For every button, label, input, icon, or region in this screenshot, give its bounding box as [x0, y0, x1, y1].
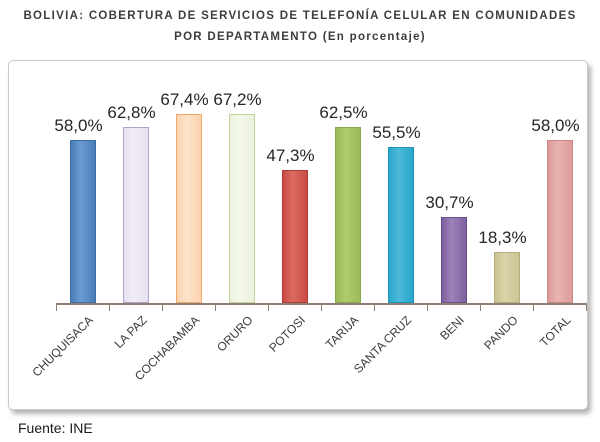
value-label-beni: 30,7%	[425, 193, 474, 212]
x-axis-tick	[215, 303, 216, 311]
category-label-chuquisaca: CHUQUISACA	[29, 313, 97, 380]
x-axis-tick	[56, 303, 57, 311]
value-label-potosi: 47,3%	[266, 146, 315, 165]
value-label-oruro: 67,2%	[213, 90, 262, 109]
category-label-oruro: ORURO	[213, 313, 256, 355]
x-axis-tick	[374, 303, 375, 311]
source-note: Fuente: INE	[18, 420, 93, 436]
value-label-tarija: 62,5%	[319, 103, 368, 122]
category-label-tarija: TARIJA	[322, 313, 362, 352]
category-label-beni: BENI	[437, 313, 468, 343]
chart-title-line2: POR DEPARTAMENTO (En porcentaje)	[174, 31, 426, 43]
chart-frame: 58,0% CHUQUISACA 62,8% LA PAZ 67,4% COCHABAMB…	[8, 60, 588, 410]
x-axis-tick	[109, 303, 110, 311]
bar-pando	[493, 252, 520, 303]
plot-area: 58,0% CHUQUISACA 62,8% LA PAZ 67,4% COCHABAMB…	[9, 61, 587, 409]
x-axis-tick	[480, 303, 481, 311]
value-label-santa-cruz: 55,5%	[372, 123, 421, 142]
bar-beni	[440, 217, 467, 303]
bar-la-paz	[122, 127, 149, 303]
category-label-potosi: POTOSI	[266, 313, 309, 355]
x-axis-tick	[321, 303, 322, 311]
value-label-pando: 18,3%	[478, 228, 527, 247]
bar-oruro	[228, 114, 255, 303]
x-axis-tick	[268, 303, 269, 311]
value-label-chuquisaca: 58,0%	[54, 116, 103, 135]
bar-cochabamba	[175, 114, 202, 303]
bar-total	[546, 140, 573, 303]
x-axis-tick	[162, 303, 163, 311]
x-axis-tick	[586, 303, 587, 311]
chart-title-line1: BOLIVIA: COBERTURA DE SERVICIOS DE TELEF…	[23, 10, 577, 22]
category-label-pando: PANDO	[480, 313, 521, 353]
value-label-total: 58,0%	[531, 116, 580, 135]
bar-chuquisaca	[69, 140, 96, 303]
category-label-la-paz: LA PAZ	[111, 313, 150, 352]
category-label-total: TOTAL	[536, 313, 574, 350]
bar-tarija	[334, 127, 361, 303]
x-axis-tick	[533, 303, 534, 311]
x-axis-tick	[427, 303, 428, 311]
chart-title: BOLIVIA: COBERTURA DE SERVICIOS DE TELEF…	[0, 6, 600, 48]
bar-santa-cruz	[387, 147, 414, 303]
bar-potosi	[281, 170, 308, 303]
value-label-la-paz: 62,8%	[107, 103, 156, 122]
value-label-cochabamba: 67,4%	[160, 90, 209, 109]
